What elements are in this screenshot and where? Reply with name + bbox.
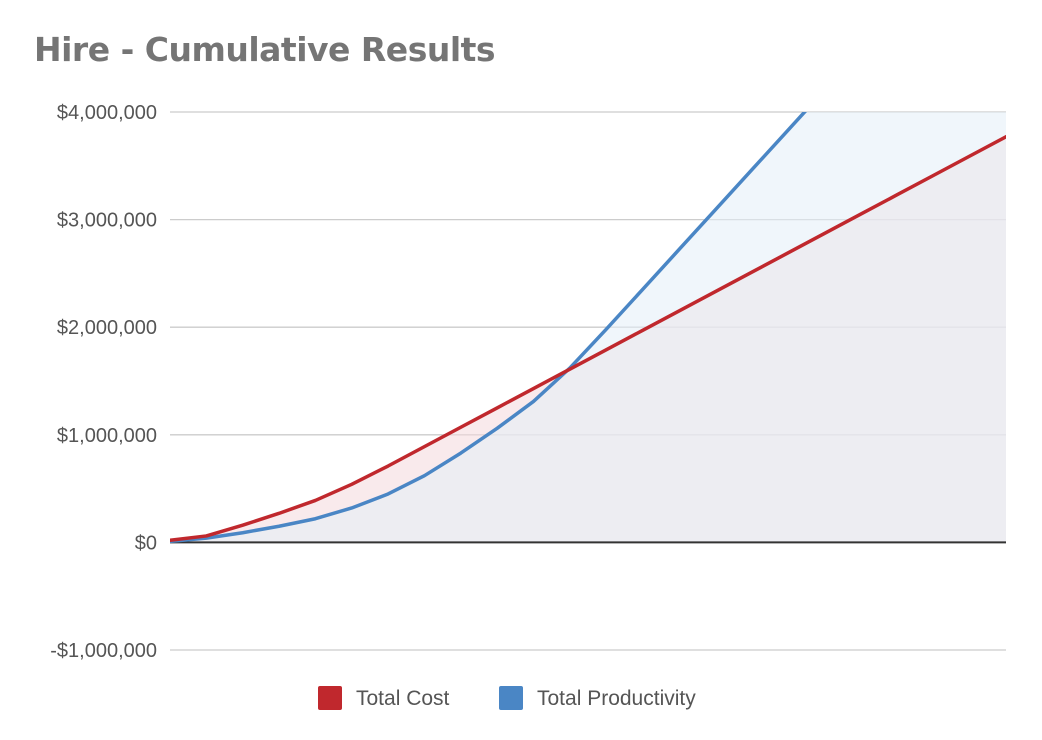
line-total-productivity: [170, 112, 807, 544]
y-tick-label: $0: [135, 532, 157, 554]
legend-label: Total Productivity: [537, 687, 696, 710]
area-total-productivity: [170, 112, 1006, 543]
legend-swatch: [318, 686, 342, 710]
legend-label: Total Cost: [356, 687, 450, 710]
y-tick-label: $4,000,000: [57, 102, 157, 124]
y-tick-label: $1,000,000: [57, 425, 157, 447]
legend: Total Cost Total Productivity: [318, 686, 696, 710]
series-areas: [170, 112, 1006, 543]
series-lines: [170, 112, 1006, 544]
y-tick-label: -$1,000,000: [50, 640, 157, 662]
y-axis-ticks: $4,000,000 $3,000,000 $2,000,000 $1,000,000…: [50, 102, 157, 662]
y-tick-label: $2,000,000: [57, 317, 157, 339]
chart-title: Hire - Cumulative Results: [34, 30, 496, 69]
line-total-cost: [170, 134, 1006, 542]
legend-swatch: [499, 686, 523, 710]
y-tick-label: $3,000,000: [57, 210, 157, 232]
